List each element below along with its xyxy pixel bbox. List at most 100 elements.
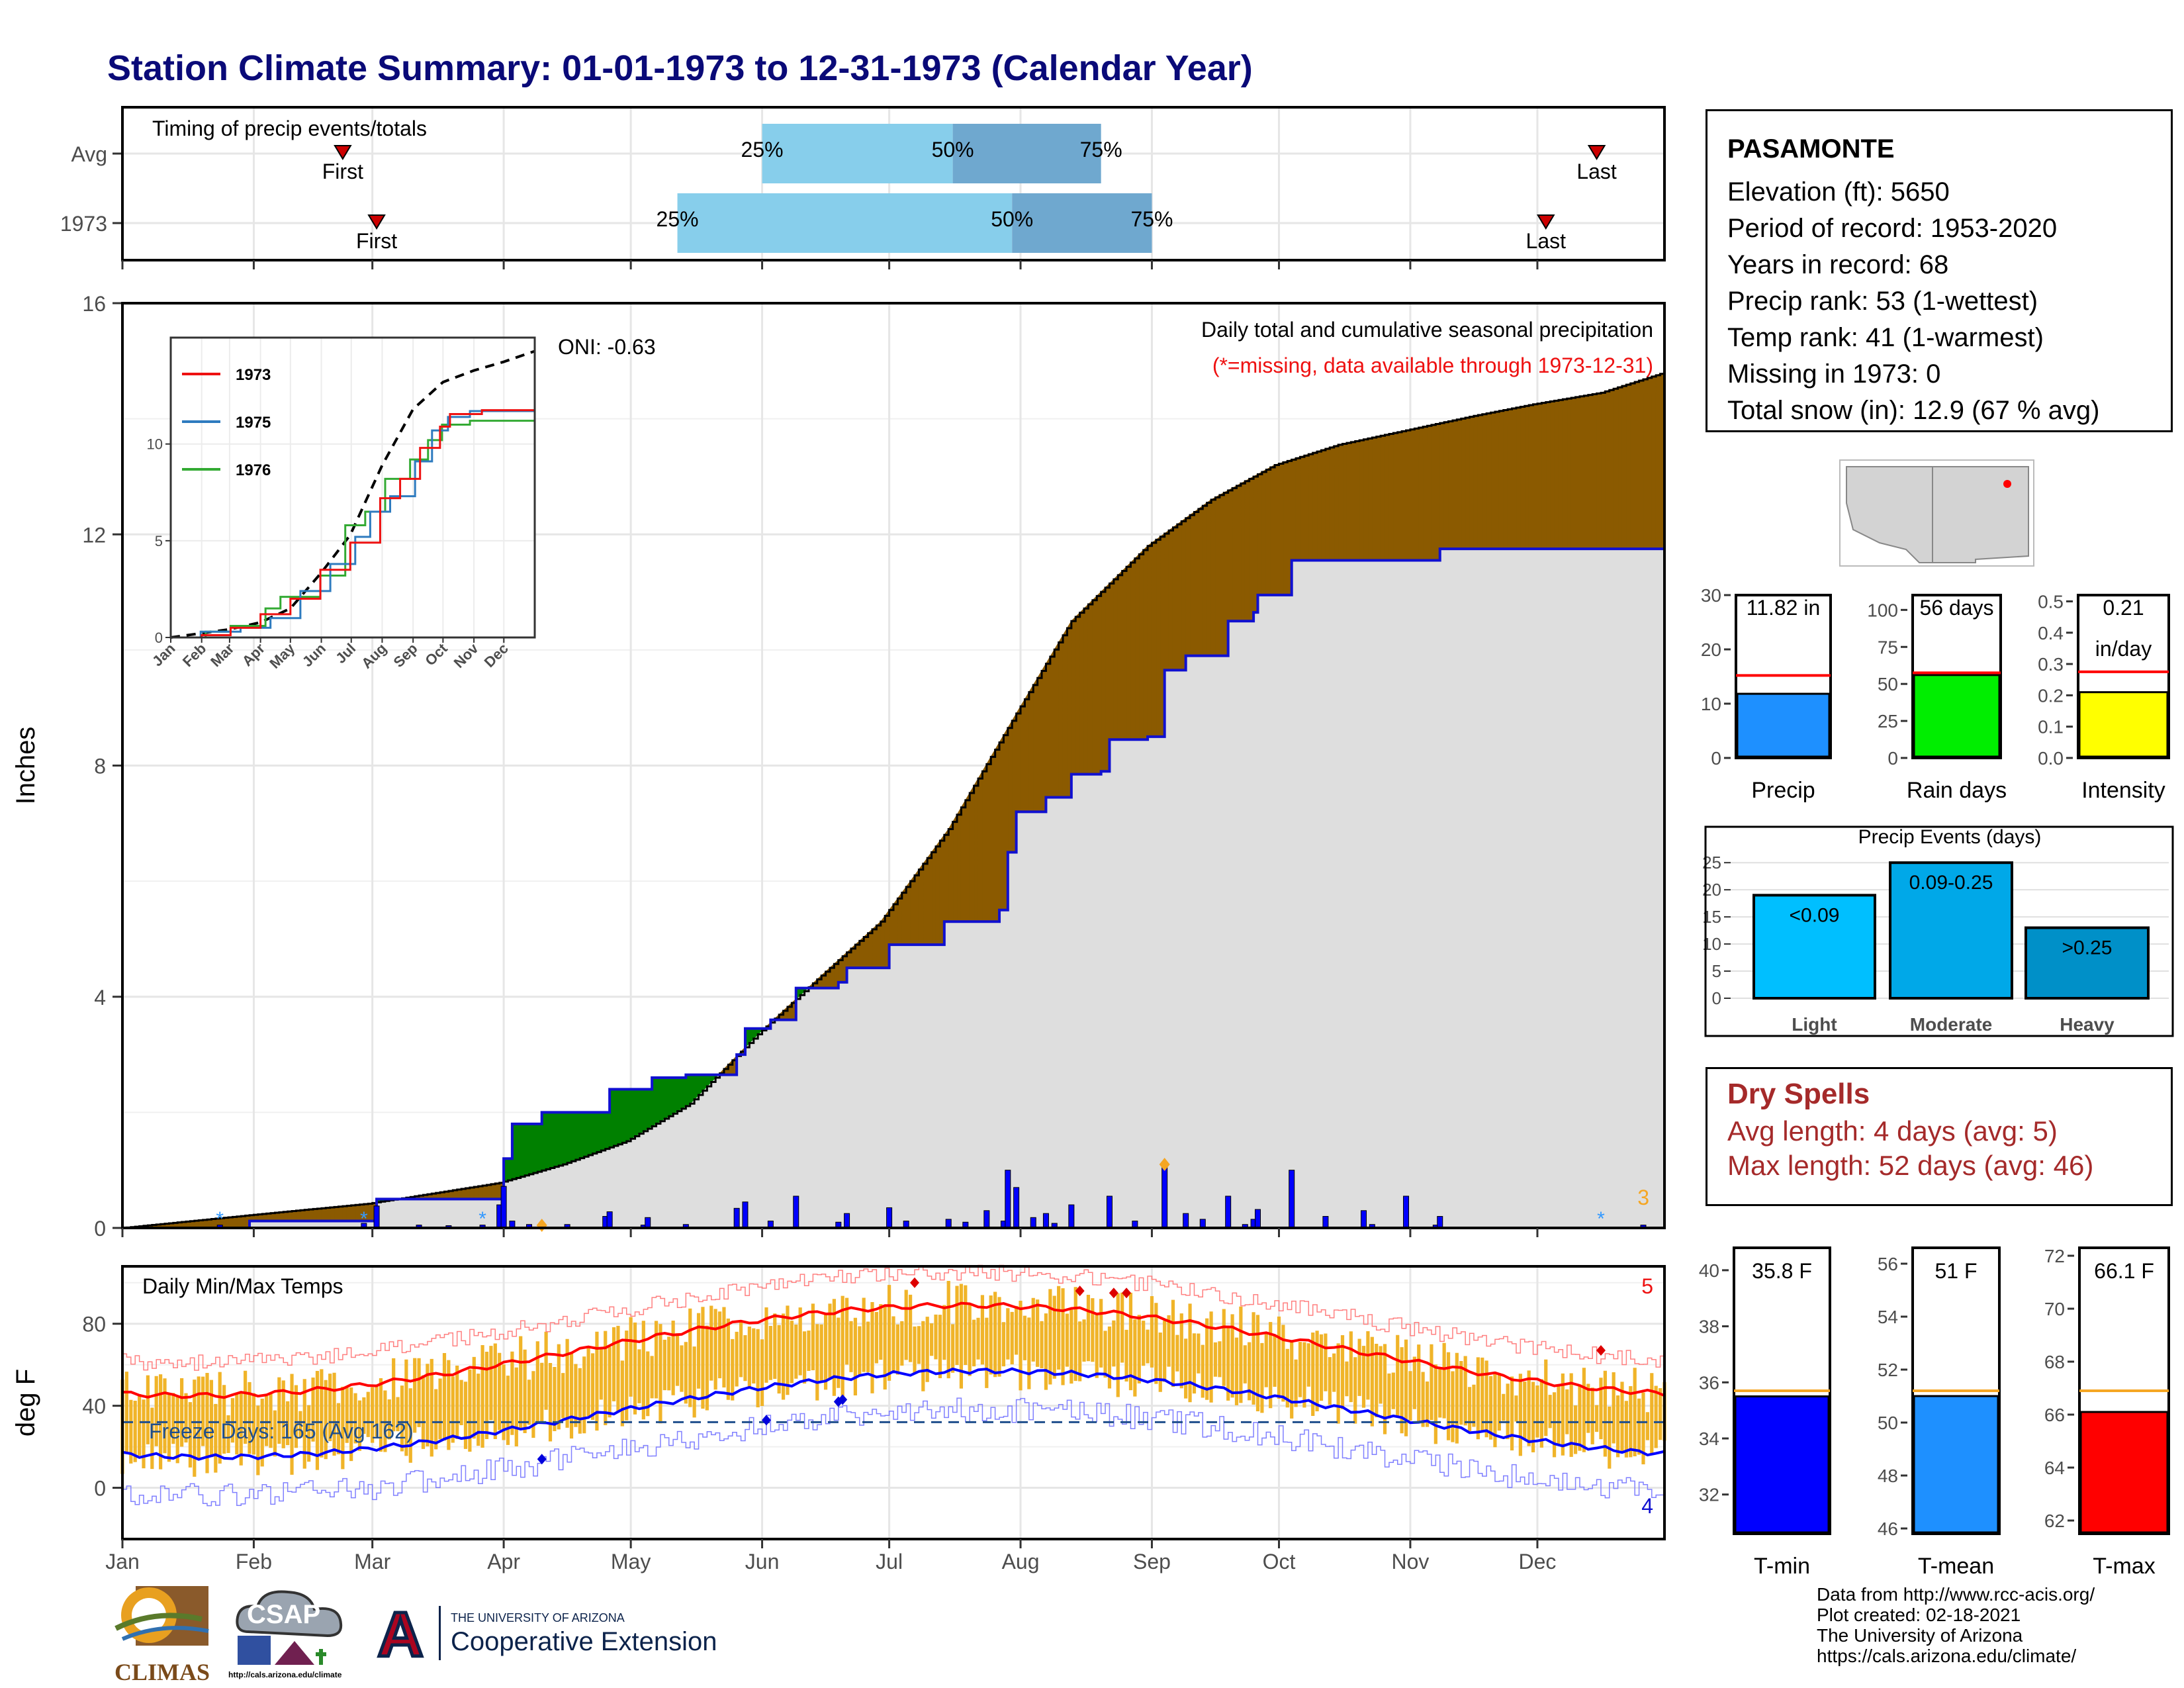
last-event-label: Last (1526, 229, 1567, 253)
tmean-y-tick-label: 50 (1878, 1413, 1898, 1433)
timing-q25-q50-bar (762, 124, 953, 183)
ua-extension-text: Cooperative Extension (451, 1627, 717, 1656)
inset-y-tick-label: 5 (155, 533, 163, 549)
rain-days-x-label: Rain days (1907, 778, 2007, 803)
intensity-value-label-2: in/day (2095, 637, 2152, 661)
tmin-value-bar (1734, 1395, 1830, 1534)
tmin-y-tick-label: 32 (1699, 1485, 1719, 1505)
daily-precip-bar (733, 1207, 740, 1229)
month-axis-label: Oct (1263, 1550, 1296, 1573)
tmax-x-label: T-max (2093, 1554, 2155, 1579)
inset-average-line (170, 350, 535, 639)
ua-block-a-icon: A (366, 1602, 435, 1668)
tmax-y-tick-label: 66 (2044, 1405, 2065, 1425)
dry-spells-max: Max length: 52 days (avg: 46) (1727, 1150, 2094, 1181)
temp-y-tick-label: 80 (82, 1313, 106, 1336)
tmean-value-bar (1913, 1395, 1999, 1534)
temp-y-tick-label: 0 (94, 1477, 106, 1501)
daily-precip-bar (1106, 1196, 1113, 1229)
month-axis-label: Nov (1391, 1550, 1429, 1573)
tmax-y-tick-label: 62 (2044, 1511, 2065, 1531)
events-outer-box (1704, 825, 2174, 1037)
record-low-marker (537, 1454, 547, 1465)
rain-days-y-tick-label: 25 (1878, 711, 1898, 731)
record-high-marker (1075, 1286, 1085, 1297)
tmax-y-tick-label: 64 (2044, 1458, 2065, 1478)
daily-precip-bar (1183, 1213, 1189, 1229)
month-axis-label: Aug (1002, 1550, 1040, 1573)
daily-precip-bar (1225, 1196, 1232, 1229)
event-bar-label: <0.09 (1790, 904, 1840, 926)
temp-y-tick-label: 40 (82, 1395, 106, 1419)
ua-small-text: THE UNIVERSITY OF ARIZONA (451, 1611, 625, 1624)
precip-value-bar (1736, 692, 1831, 758)
precip-panel-frame (121, 302, 1666, 1229)
intensity-y-tick-label: 0.3 (2038, 654, 2064, 675)
timing-q50-label: 50% (991, 207, 1033, 231)
precip-y-tick-label: 20 (1701, 639, 1721, 660)
snow-marker: * (216, 1208, 224, 1230)
intensity-y-tick-label: 0.0 (2038, 748, 2064, 769)
rain-days-y-tick-label: 0 (1888, 748, 1898, 769)
intensity-y-tick-label: 0.4 (2038, 623, 2064, 643)
elevation-text: Elevation (ft): 5650 (1727, 177, 1950, 207)
tmin-value-label: 35.8 F (1752, 1259, 1812, 1283)
station-name: PASAMONTE (1727, 134, 1895, 164)
station-info-box: PASAMONTE Elevation (ft): 5650 Period of… (1706, 109, 2173, 432)
precip-y-tick-label: 30 (1701, 585, 1721, 606)
precip-x-label: Precip (1751, 778, 1815, 803)
below-normal-base-area (122, 544, 1664, 1228)
precip-y-tick-label: 4 (94, 986, 106, 1009)
climas-logo: CLIMAS (109, 1582, 215, 1685)
month-axis-label: Jan (105, 1550, 140, 1573)
intensity-y-tick-label: 0.2 (2038, 685, 2064, 706)
precip-corner-count: 3 (1637, 1186, 1649, 1209)
daily-precip-bar (983, 1210, 990, 1229)
record-high-marker (910, 1277, 920, 1288)
record-low-line (122, 1397, 1665, 1507)
tmin-x-label: T-min (1754, 1554, 1810, 1579)
event-bar-label: 0.09-0.25 (1909, 872, 1993, 894)
dry-spells-title: Dry Spells (1727, 1078, 1870, 1110)
ua-logo: A THE UNIVERSITY OF ARIZONA Cooperative … (361, 1602, 731, 1668)
event-bar-light (1752, 894, 1876, 1000)
ua-letter: A (377, 1602, 423, 1668)
record-high-line (122, 1264, 1665, 1371)
precip-panel-subtitle: (*=missing, data available through 1973-… (1212, 353, 1653, 377)
daily-precip-bar (1068, 1204, 1075, 1229)
inset-series-1973-line (171, 408, 536, 639)
record-high-marker (1596, 1345, 1606, 1356)
month-axis-label: Jul (876, 1550, 903, 1573)
inset-y-tick-label: 10 (147, 436, 163, 453)
timing-q50-label: 50% (932, 138, 974, 162)
last-event-marker (1537, 214, 1555, 230)
tmax-value-bar (2079, 1411, 2169, 1534)
credit-university: The University of Arizona (1817, 1625, 2023, 1646)
snow-marker: * (1597, 1208, 1605, 1230)
precip-y-tick-label: 10 (1701, 694, 1721, 714)
dry-spells-box: Dry Spells Avg length: 4 days (avg: 5) M… (1706, 1067, 2173, 1206)
daily-precip-bar (1161, 1164, 1168, 1229)
cumulative-1973-line (122, 544, 1666, 1229)
timing-q75-label: 75% (1080, 138, 1122, 162)
tmin-y-tick-label: 36 (1699, 1372, 1719, 1393)
daily-precip-bar (793, 1196, 799, 1229)
timing-row-label: Avg (71, 142, 107, 166)
month-axis-label: May (611, 1550, 651, 1573)
tmean-y-tick-label: 46 (1878, 1519, 1898, 1539)
climas-emblem-icon (114, 1586, 209, 1646)
first-event-label: First (322, 160, 363, 183)
daily-precip-bar (886, 1207, 893, 1229)
temp-panel-title: Daily Min/Max Temps (142, 1274, 343, 1298)
daily-precip-bar (1289, 1170, 1295, 1229)
event-category-label: Moderate (1910, 1014, 1992, 1035)
tmax-y-tick-label: 70 (2044, 1299, 2065, 1319)
daily-precip-bar (606, 1211, 613, 1229)
timing-row-label: 1973 (60, 212, 107, 236)
snow-marker: * (360, 1208, 368, 1230)
events-panel-title: Precip Events (days) (1858, 826, 2042, 848)
credit-data-source: Data from http://www.rcc-acis.org/ (1817, 1584, 2095, 1605)
page-title: Station Climate Summary: 01-01-1973 to 1… (107, 48, 1253, 88)
credit-url: https://cals.arizona.edu/climate/ (1817, 1646, 2077, 1666)
